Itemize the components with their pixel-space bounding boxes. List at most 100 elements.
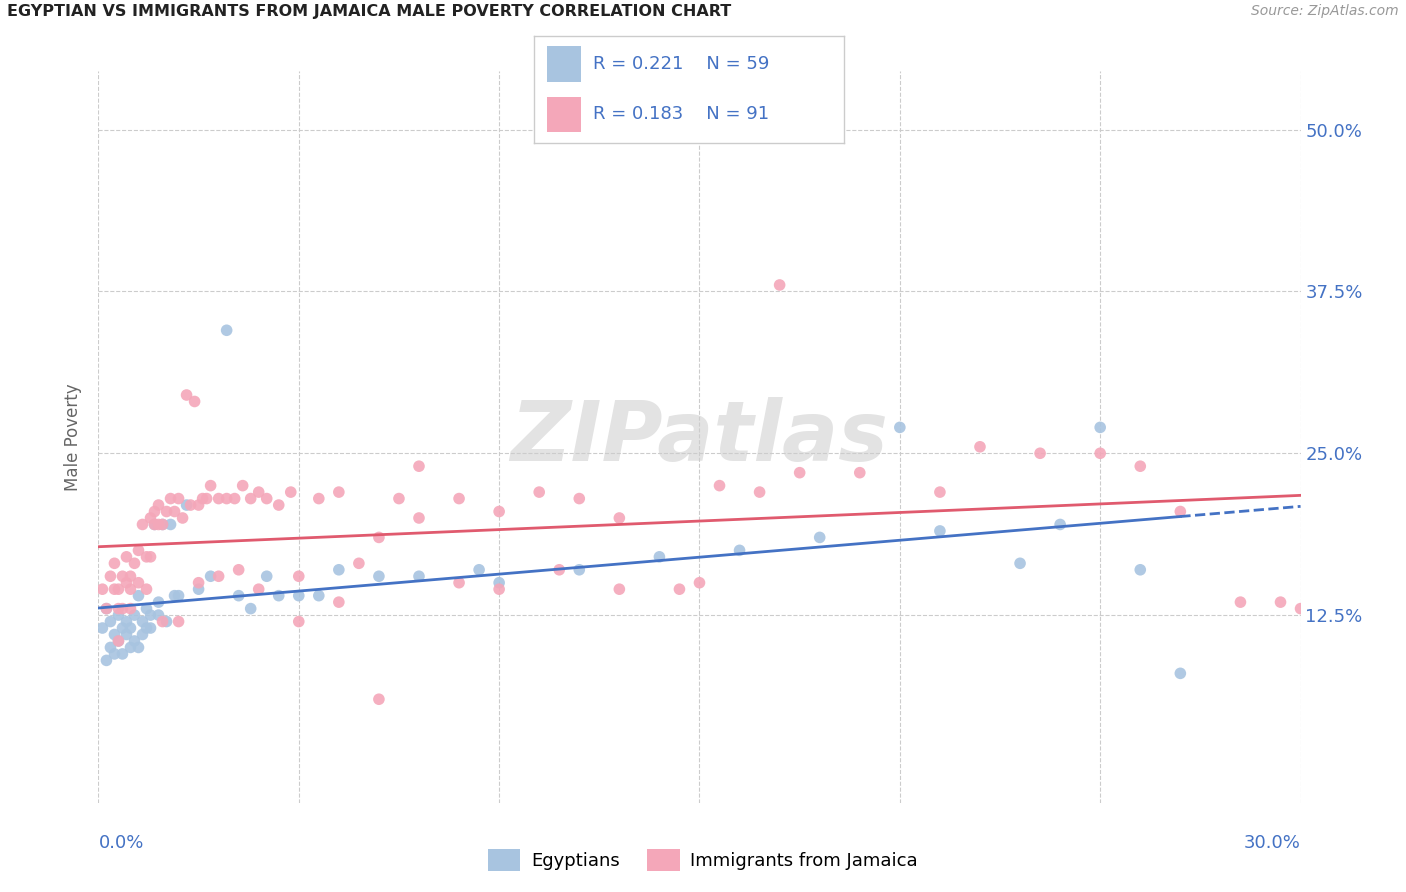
Point (103, 557, 125, 571)
Point (609, 582, 631, 597)
Point (180, 498, 202, 512)
Point (100, 615, 122, 629)
Point (111, 569, 134, 583)
Point (1170, 666, 1192, 681)
Point (224, 491, 246, 506)
Point (120, 569, 142, 583)
Point (288, 569, 311, 583)
Point (247, 485, 270, 500)
Point (208, 491, 231, 506)
Point (107, 608, 129, 623)
Point (208, 569, 231, 583)
Point (143, 517, 166, 532)
Point (1049, 517, 1071, 532)
Point (1170, 504, 1192, 518)
Point (447, 575, 470, 590)
Point (176, 498, 198, 512)
Point (200, 569, 222, 583)
Point (280, 485, 302, 500)
Legend: Egyptians, Immigrants from Jamaica: Egyptians, Immigrants from Jamaica (481, 842, 925, 879)
Point (328, 485, 350, 500)
Point (107, 601, 129, 615)
Text: ZIPatlas: ZIPatlas (510, 397, 889, 477)
Point (103, 627, 125, 641)
Point (131, 615, 153, 629)
Point (115, 575, 138, 590)
Point (709, 478, 731, 492)
Point (1289, 601, 1312, 615)
Point (232, 478, 254, 492)
Point (167, 615, 190, 629)
Point (128, 575, 150, 590)
Point (91, 621, 114, 635)
Point (668, 582, 690, 597)
Point (163, 504, 186, 518)
Point (1129, 459, 1152, 474)
Point (128, 640, 150, 655)
Point (155, 615, 177, 629)
Point (748, 485, 770, 500)
Point (267, 498, 290, 512)
Point (288, 615, 311, 629)
Point (103, 647, 125, 661)
Point (120, 640, 142, 655)
Point (187, 582, 209, 597)
Point (115, 549, 138, 564)
Point (103, 582, 125, 597)
Point (187, 575, 209, 590)
Point (568, 491, 591, 506)
Point (568, 563, 591, 577)
Point (107, 582, 129, 597)
Point (368, 530, 391, 544)
Point (728, 543, 751, 558)
Point (288, 589, 311, 603)
Point (648, 549, 671, 564)
Point (468, 563, 491, 577)
Point (1029, 446, 1052, 460)
Point (148, 608, 170, 623)
Point (1010, 557, 1032, 571)
Point (889, 420, 911, 434)
Point (120, 621, 142, 635)
Text: Source: ZipAtlas.com: Source: ZipAtlas.com (1251, 4, 1399, 19)
Point (128, 589, 150, 603)
Point (131, 627, 153, 641)
FancyBboxPatch shape (547, 46, 581, 82)
Point (148, 595, 170, 609)
Point (167, 491, 190, 506)
Point (447, 491, 470, 506)
Point (148, 498, 170, 512)
Point (239, 601, 262, 615)
Point (176, 388, 198, 402)
Point (789, 466, 811, 480)
Point (124, 608, 146, 623)
FancyBboxPatch shape (547, 96, 581, 132)
Point (115, 627, 138, 641)
Point (152, 517, 174, 532)
Point (247, 582, 270, 597)
Point (152, 517, 174, 532)
Point (328, 563, 350, 577)
Point (135, 549, 157, 564)
Point (183, 394, 205, 409)
Point (969, 440, 991, 454)
Point (115, 615, 138, 629)
Point (529, 485, 551, 500)
Point (256, 491, 278, 506)
Point (308, 491, 330, 506)
Text: EGYPTIAN VS IMMIGRANTS FROM JAMAICA MALE POVERTY CORRELATION CHART: EGYPTIAN VS IMMIGRANTS FROM JAMAICA MALE… (7, 4, 731, 20)
Point (689, 575, 711, 590)
Point (131, 517, 153, 532)
Point (239, 491, 262, 506)
Y-axis label: Male Poverty: Male Poverty (65, 384, 83, 491)
Point (111, 647, 134, 661)
Point (408, 459, 430, 474)
Point (548, 563, 571, 577)
Point (1229, 595, 1251, 609)
Point (368, 569, 391, 583)
Point (267, 589, 290, 603)
Point (120, 582, 142, 597)
Point (91, 582, 114, 597)
Point (488, 582, 510, 597)
Point (408, 511, 430, 525)
